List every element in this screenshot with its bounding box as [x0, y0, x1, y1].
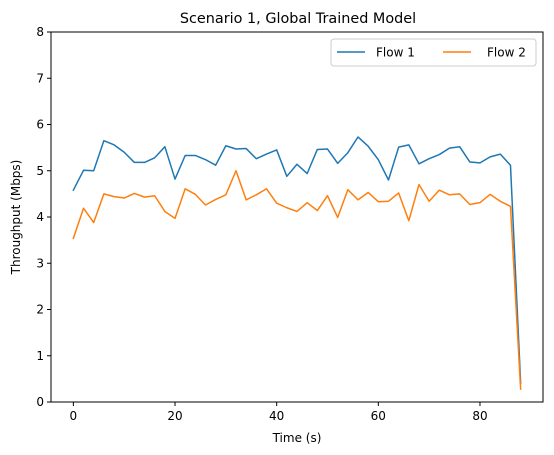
x-tick-label: 40 [269, 409, 284, 423]
y-tick-label: 2 [36, 303, 44, 317]
y-tick-label: 3 [36, 256, 44, 270]
legend-label-flow-1: Flow 1 [376, 46, 415, 60]
y-tick-label: 1 [36, 349, 44, 363]
y-tick-label: 4 [36, 210, 44, 224]
legend-label-flow-2: Flow 2 [487, 46, 526, 60]
y-tick-label: 5 [36, 164, 44, 178]
x-tick-label: 0 [70, 409, 78, 423]
y-tick-label: 8 [36, 25, 44, 39]
y-tick-label: 7 [36, 71, 44, 85]
x-tick-label: 80 [472, 409, 487, 423]
legend: Flow 1 Flow 2 [330, 38, 537, 67]
y-tick-label: 0 [36, 395, 44, 409]
y-tick-label: 6 [36, 118, 44, 132]
x-tick-label: 60 [371, 409, 386, 423]
plot-frame [50, 31, 544, 403]
y-axis-label: Throughput (Mbps) [9, 160, 23, 276]
x-axis: 0 20 40 60 80 [70, 402, 488, 423]
series-line-flow-1 [72, 136, 522, 384]
x-axis-label: Time (s) [272, 431, 322, 445]
chart-title: Scenario 1, Global Trained Model [180, 11, 416, 27]
legend-box [330, 38, 537, 67]
y-axis: 0 1 2 3 4 5 6 7 8 [36, 25, 51, 409]
series-group [72, 136, 522, 390]
series-line-flow-2 [72, 170, 522, 390]
x-tick-label: 20 [167, 409, 182, 423]
